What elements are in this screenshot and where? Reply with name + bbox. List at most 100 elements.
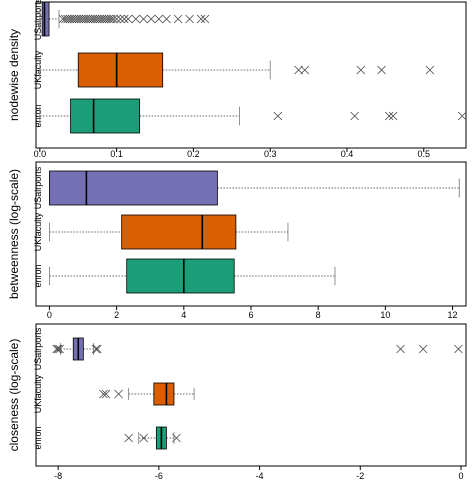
outlier-stroke (65, 14, 75, 24)
outlier-point (83, 14, 93, 24)
outlier-point (93, 344, 102, 354)
x-tick-label: -4 (256, 471, 264, 481)
outlier-point (101, 389, 111, 399)
outlier-stroke (173, 14, 183, 24)
iqr-box (121, 214, 237, 250)
outlier-stroke (86, 14, 95, 24)
outlier-stroke (100, 14, 109, 24)
iqr-box (70, 98, 141, 134)
x-tick-label: 0.4 (341, 149, 354, 159)
outlier-stroke (88, 14, 98, 24)
outlier-point (70, 14, 79, 24)
category-label: enron (33, 104, 43, 127)
x-tick-label: -8 (54, 471, 62, 481)
outlier-stroke (60, 14, 70, 24)
x-tick-label: 0.2 (187, 149, 200, 159)
outlier-stroke (120, 14, 129, 24)
outlier-point (120, 14, 129, 24)
outlier-stroke (99, 389, 108, 399)
outlier-point (124, 433, 133, 443)
outlier-point (273, 111, 283, 121)
box-USairports: USairports (33, 327, 463, 370)
outlier-point (58, 14, 68, 24)
x-tick-label: 2 (114, 310, 119, 320)
outlier-stroke (123, 14, 133, 24)
outlier-point (90, 14, 100, 24)
outlier-point (116, 14, 125, 24)
outlier-stroke (93, 344, 102, 354)
outlier-point (74, 14, 84, 24)
iqr-box (153, 382, 175, 406)
outlier-stroke (53, 344, 63, 354)
outlier-point (100, 14, 109, 24)
y-axis-label: nodewise density (7, 29, 21, 121)
x-tick-label: 12 (448, 310, 458, 320)
outlier-point (350, 111, 359, 121)
outlier-point (104, 14, 114, 24)
outlier-point (79, 14, 88, 24)
category-label: UKfaculty (33, 374, 43, 413)
outlier-point (162, 14, 171, 24)
outlier-stroke (162, 14, 171, 24)
category-label: enron (33, 426, 43, 449)
outlier-stroke (70, 14, 79, 24)
outlier-stroke (185, 14, 194, 24)
outlier-point (154, 14, 164, 24)
iqr-box (41, 1, 50, 37)
outlier-point (457, 111, 467, 121)
panel-closeness: closeness (log-scale) -8 -6 -4 -2 0 USairports… (7, 323, 467, 481)
outlier-point (88, 14, 98, 24)
x-tick-label: -2 (356, 471, 364, 481)
outlier-point (172, 433, 181, 443)
outlier-stroke (91, 344, 101, 354)
plot-frame (35, 323, 467, 467)
box-UKfaculty: UKfaculty (33, 374, 195, 413)
outlier-stroke (81, 14, 91, 24)
outlier-point (109, 14, 118, 24)
outlier-point (86, 14, 95, 24)
outlier-stroke (396, 344, 405, 354)
x-tick-label: 10 (380, 310, 390, 320)
box-USairports: USairports (33, 0, 210, 40)
outlier-stroke (83, 14, 93, 24)
outlier-stroke (77, 14, 86, 24)
outlier-stroke (114, 389, 123, 399)
outlier-stroke (102, 14, 111, 24)
category-label: UKfaculty (33, 50, 43, 89)
iqr-box (49, 170, 218, 206)
outlier-point (93, 14, 102, 24)
outlier-point (97, 14, 107, 24)
outlier-stroke (55, 344, 64, 354)
x-tick-label: -6 (155, 471, 163, 481)
outlier-point (65, 14, 75, 24)
outlier-stroke (388, 111, 398, 121)
outlier-stroke (67, 14, 77, 24)
outlier-stroke (146, 14, 156, 24)
outlier-point (55, 344, 64, 354)
outlier-point (425, 65, 435, 75)
outlier-point (53, 344, 63, 354)
outlier-stroke (101, 389, 111, 399)
box-USairports: USairports (33, 166, 460, 209)
outlier-stroke (294, 65, 303, 75)
outlier-point (77, 14, 86, 24)
outlier-point (384, 111, 394, 121)
outlier-stroke (104, 14, 114, 24)
outlier-stroke (139, 433, 149, 443)
outlier-stroke (418, 344, 428, 354)
category-label: UKfaculty (33, 212, 43, 251)
iqr-box (126, 258, 235, 294)
outlier-point (377, 65, 386, 75)
x-tick-label: 6 (248, 310, 253, 320)
outlier-stroke (196, 14, 206, 24)
outlier-stroke (300, 65, 310, 75)
outlier-stroke (95, 14, 105, 24)
outlier-stroke (457, 111, 467, 121)
outlier-stroke (74, 14, 84, 24)
outlier-stroke (172, 433, 181, 443)
x-tick-label: 4 (181, 310, 186, 320)
outlier-stroke (79, 14, 88, 24)
outlier-stroke (97, 14, 107, 24)
outlier-point (139, 14, 148, 24)
